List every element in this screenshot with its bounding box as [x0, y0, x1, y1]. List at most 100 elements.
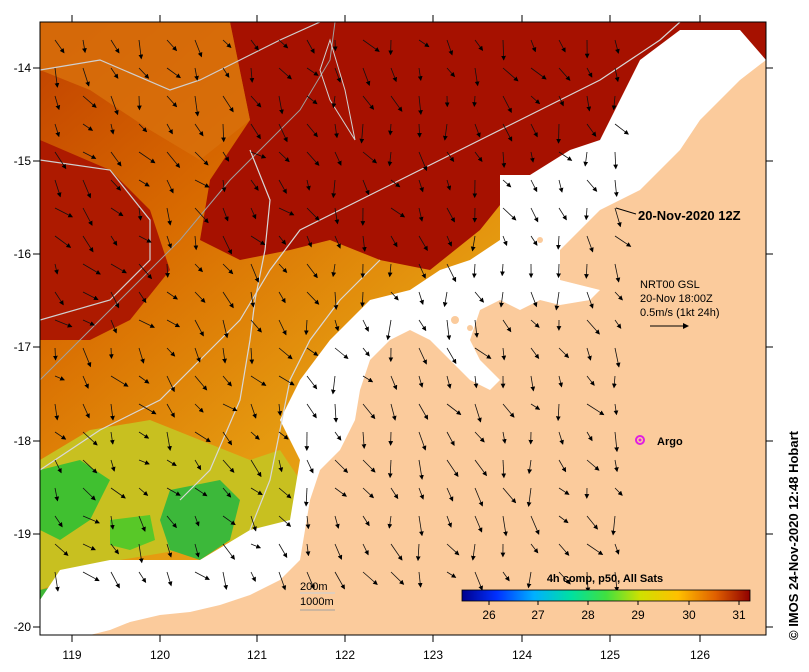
current-arrow [614, 347, 621, 368]
current-arrow [530, 403, 541, 410]
current-arrow [446, 459, 459, 477]
current-arrow [82, 375, 89, 389]
contour-200m [249, 259, 381, 531]
current-arrow [54, 403, 60, 421]
current-arrow [586, 375, 595, 386]
current-arrow [390, 95, 403, 112]
current-arrow [278, 179, 287, 194]
current-arrow [278, 95, 284, 115]
y-tick-label: -16 [14, 247, 32, 261]
current-arrow [390, 179, 401, 188]
current-arrow [110, 375, 129, 387]
current-arrow [222, 67, 230, 78]
current-arrow [278, 263, 288, 273]
current-arrow [470, 235, 476, 252]
current-arrow [110, 291, 120, 309]
current-arrow [530, 235, 538, 246]
current-arrow [250, 515, 257, 532]
current-arrow [166, 207, 172, 226]
current-arrow [362, 39, 380, 52]
current-arrow [586, 403, 605, 416]
current-arrow [250, 151, 267, 159]
current-arrow [362, 179, 370, 196]
current-arrow [194, 95, 200, 117]
current-arrow [136, 95, 142, 111]
x-tick-label: 123 [423, 648, 443, 662]
current-arrow [586, 515, 599, 530]
current-arrow [109, 123, 115, 135]
current-arrow [194, 431, 211, 443]
current-arrow [138, 67, 150, 79]
current-arrow [586, 319, 600, 335]
current-arrow [222, 431, 233, 446]
current-arrow [250, 95, 262, 108]
current-arrow [194, 67, 199, 81]
current-arrow [82, 291, 99, 300]
current-arrow [359, 123, 365, 144]
current-arrow [530, 347, 540, 360]
x-axis: 119 120 121 122 123 124 125 126 [62, 15, 710, 662]
current-arrow [194, 151, 209, 166]
current-arrow [194, 39, 203, 58]
current-arrow [362, 67, 371, 86]
current-arrow [558, 431, 564, 445]
current-arrow [502, 515, 508, 537]
argo-float-dot [638, 438, 642, 442]
current-arrow [110, 319, 117, 334]
current-arrow [82, 543, 96, 551]
contour-200m [319, 38, 356, 141]
current-arrow [138, 431, 150, 439]
current-arrow [558, 207, 567, 221]
current-arrow [474, 431, 485, 443]
current-arrow [611, 95, 617, 111]
current-arrow [390, 235, 398, 248]
current-arrow [418, 319, 427, 332]
current-arrow [278, 459, 284, 473]
current-arrow [446, 39, 454, 56]
current-arrow [222, 263, 234, 275]
current-arrow [138, 319, 155, 328]
current-arrow [138, 151, 156, 164]
current-arrow [250, 319, 262, 333]
current-arrow [138, 123, 148, 133]
current-arrow [306, 347, 319, 356]
current-arrow [502, 403, 515, 418]
current-arrow [586, 123, 597, 137]
current-arrow [418, 151, 428, 172]
current-arrow [614, 571, 620, 592]
current-arrow [558, 95, 564, 107]
current-arrow [417, 67, 423, 81]
current-arrow [501, 459, 507, 479]
current-arrow [54, 319, 73, 328]
x-tick-label: 121 [247, 648, 267, 662]
current-arrow [614, 431, 619, 453]
current-arrow [474, 403, 482, 423]
current-arrow [110, 543, 119, 555]
current-arrow [194, 123, 204, 137]
y-tick-label: -18 [14, 434, 32, 448]
current-arrow [306, 403, 317, 419]
current-arrow [54, 39, 65, 54]
current-arrow [474, 571, 483, 591]
current-arrow [82, 459, 98, 474]
current-arrow [331, 263, 337, 278]
current-arrow [138, 375, 150, 384]
argo-float-marker [635, 435, 645, 445]
current-arrow [54, 459, 62, 474]
current-arrow [446, 431, 455, 447]
current-arrow [558, 571, 571, 585]
current-arrow [586, 543, 604, 556]
current-arrow [387, 515, 393, 529]
current-arrow [330, 375, 336, 395]
y-axis: -14 -15 -16 -17 -18 -19 -20 [14, 61, 773, 634]
current-arrow [502, 123, 513, 142]
current-arrow [54, 95, 61, 111]
current-arrow [502, 235, 508, 247]
current-arrow [446, 67, 456, 78]
current-arrow [418, 347, 427, 365]
timestamp-pointer [615, 207, 637, 215]
current-arrow [194, 291, 206, 303]
current-arrow [446, 151, 455, 163]
current-arrow [390, 207, 406, 218]
current-arrow [222, 207, 229, 222]
